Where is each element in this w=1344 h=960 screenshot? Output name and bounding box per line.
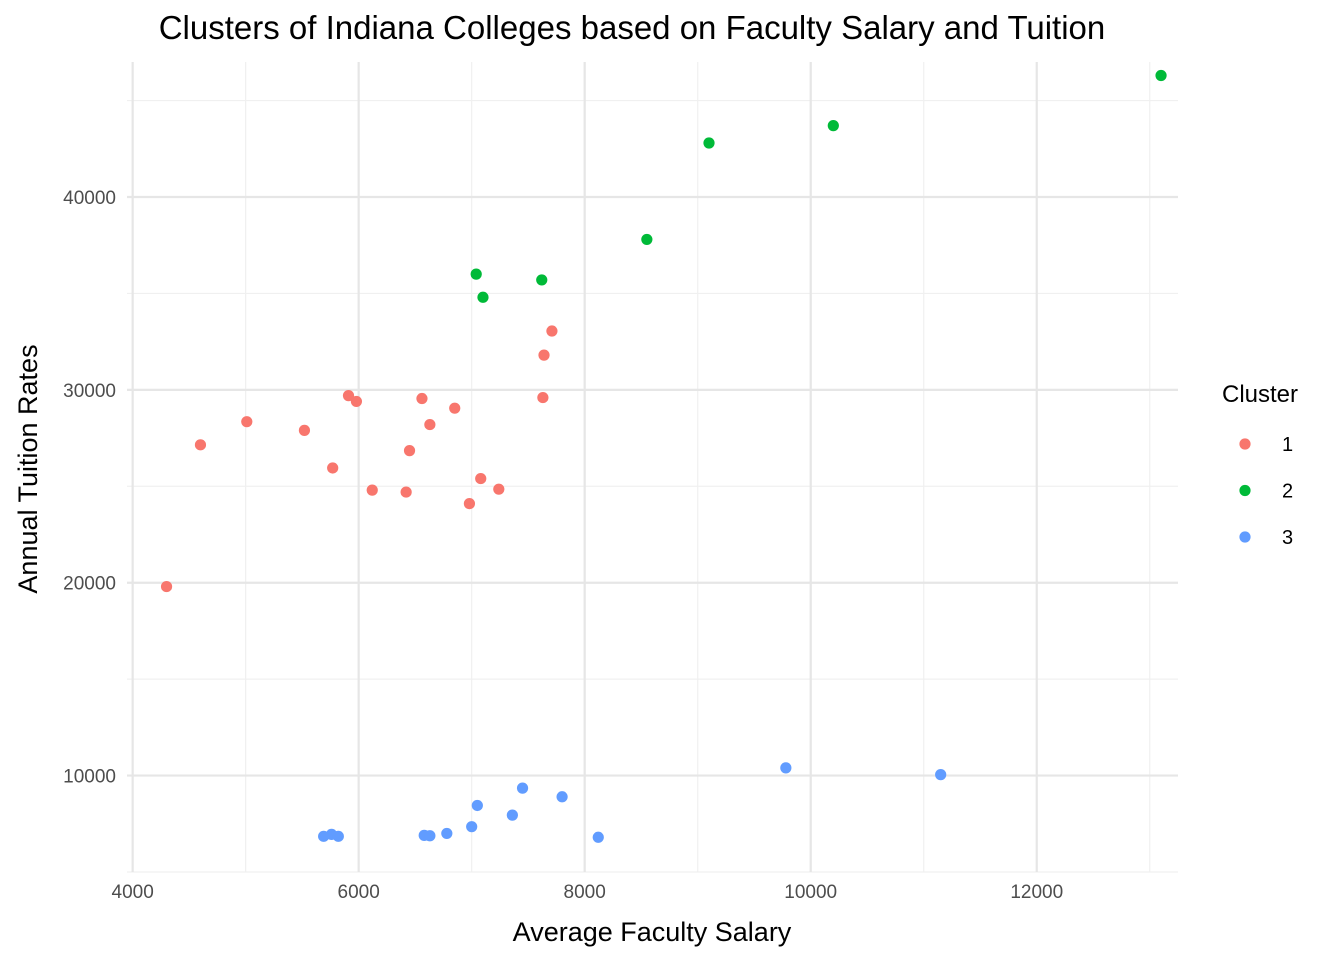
data-point-cluster-1	[449, 402, 461, 414]
data-point-cluster-1	[194, 439, 207, 451]
data-point-cluster-3	[935, 769, 947, 781]
data-point-cluster-1	[416, 392, 428, 405]
data-point-cluster-1	[350, 395, 363, 408]
data-point-cluster-1	[400, 486, 412, 498]
data-point-cluster-3	[516, 782, 529, 794]
x-tick-label: 4000	[112, 882, 154, 903]
grid-layer	[127, 62, 1178, 873]
legend-label-cluster-3: 3	[1282, 527, 1293, 549]
data-point-cluster-3	[332, 830, 344, 842]
data-point-cluster-1	[241, 416, 253, 428]
y-tick-label: 40000	[63, 188, 116, 209]
data-point-cluster-2	[827, 120, 839, 132]
x-axis-label: Average Faculty Salary	[513, 917, 792, 947]
data-point-cluster-3	[466, 821, 478, 833]
legend-title: Cluster	[1222, 381, 1298, 408]
data-point-cluster-2	[536, 274, 548, 286]
legend-label-cluster-2: 2	[1282, 481, 1293, 503]
x-tick-label: 6000	[338, 882, 380, 903]
legend-key-cluster-2	[1239, 484, 1251, 497]
data-point-layer	[160, 69, 1167, 843]
tick-label-layer: 4000 6000 8000 10000 12000 10000 20000 30000 400…	[63, 188, 1063, 903]
data-point-cluster-1	[546, 325, 558, 337]
data-point-cluster-3	[441, 827, 453, 840]
data-point-cluster-1	[475, 472, 487, 485]
y-tick-label: 30000	[63, 381, 116, 402]
data-point-cluster-2	[1155, 69, 1167, 82]
data-point-cluster-2	[641, 233, 653, 246]
data-point-cluster-1	[298, 424, 311, 436]
data-point-cluster-1	[537, 391, 549, 404]
data-point-cluster-3	[506, 809, 518, 821]
data-point-cluster-3	[424, 830, 436, 842]
x-tick-label: 8000	[564, 882, 606, 903]
legend-items: 1 2 3	[1239, 434, 1293, 549]
data-point-cluster-1	[463, 498, 476, 510]
data-point-cluster-3	[556, 791, 568, 803]
data-point-cluster-1	[424, 418, 436, 431]
data-point-cluster-1	[538, 349, 550, 361]
x-tick-label: 12000	[1010, 882, 1063, 903]
y-tick-label: 20000	[63, 574, 116, 595]
data-point-cluster-1	[327, 462, 339, 474]
y-tick-label: 10000	[63, 767, 116, 788]
data-point-cluster-3	[471, 799, 483, 812]
legend-key-cluster-3	[1239, 531, 1251, 543]
data-point-cluster-2	[703, 137, 715, 149]
legend: Cluster 1 2 3	[1222, 381, 1298, 549]
data-point-cluster-3	[780, 762, 792, 774]
legend-label-cluster-1: 1	[1282, 434, 1293, 456]
y-axis-label: Annual Tuition Rates	[13, 344, 43, 593]
data-point-cluster-1	[160, 580, 173, 593]
data-point-cluster-2	[477, 291, 489, 303]
data-point-cluster-1	[403, 445, 416, 457]
data-point-cluster-1	[342, 390, 355, 402]
chart-title: Clusters of Indiana Colleges based on Fa…	[159, 9, 1106, 46]
data-point-cluster-2	[470, 268, 482, 280]
legend-key-cluster-1	[1239, 438, 1251, 450]
data-point-cluster-1	[366, 484, 378, 496]
x-tick-label: 10000	[784, 882, 837, 903]
data-point-cluster-3	[592, 831, 604, 843]
data-point-cluster-1	[493, 483, 505, 495]
